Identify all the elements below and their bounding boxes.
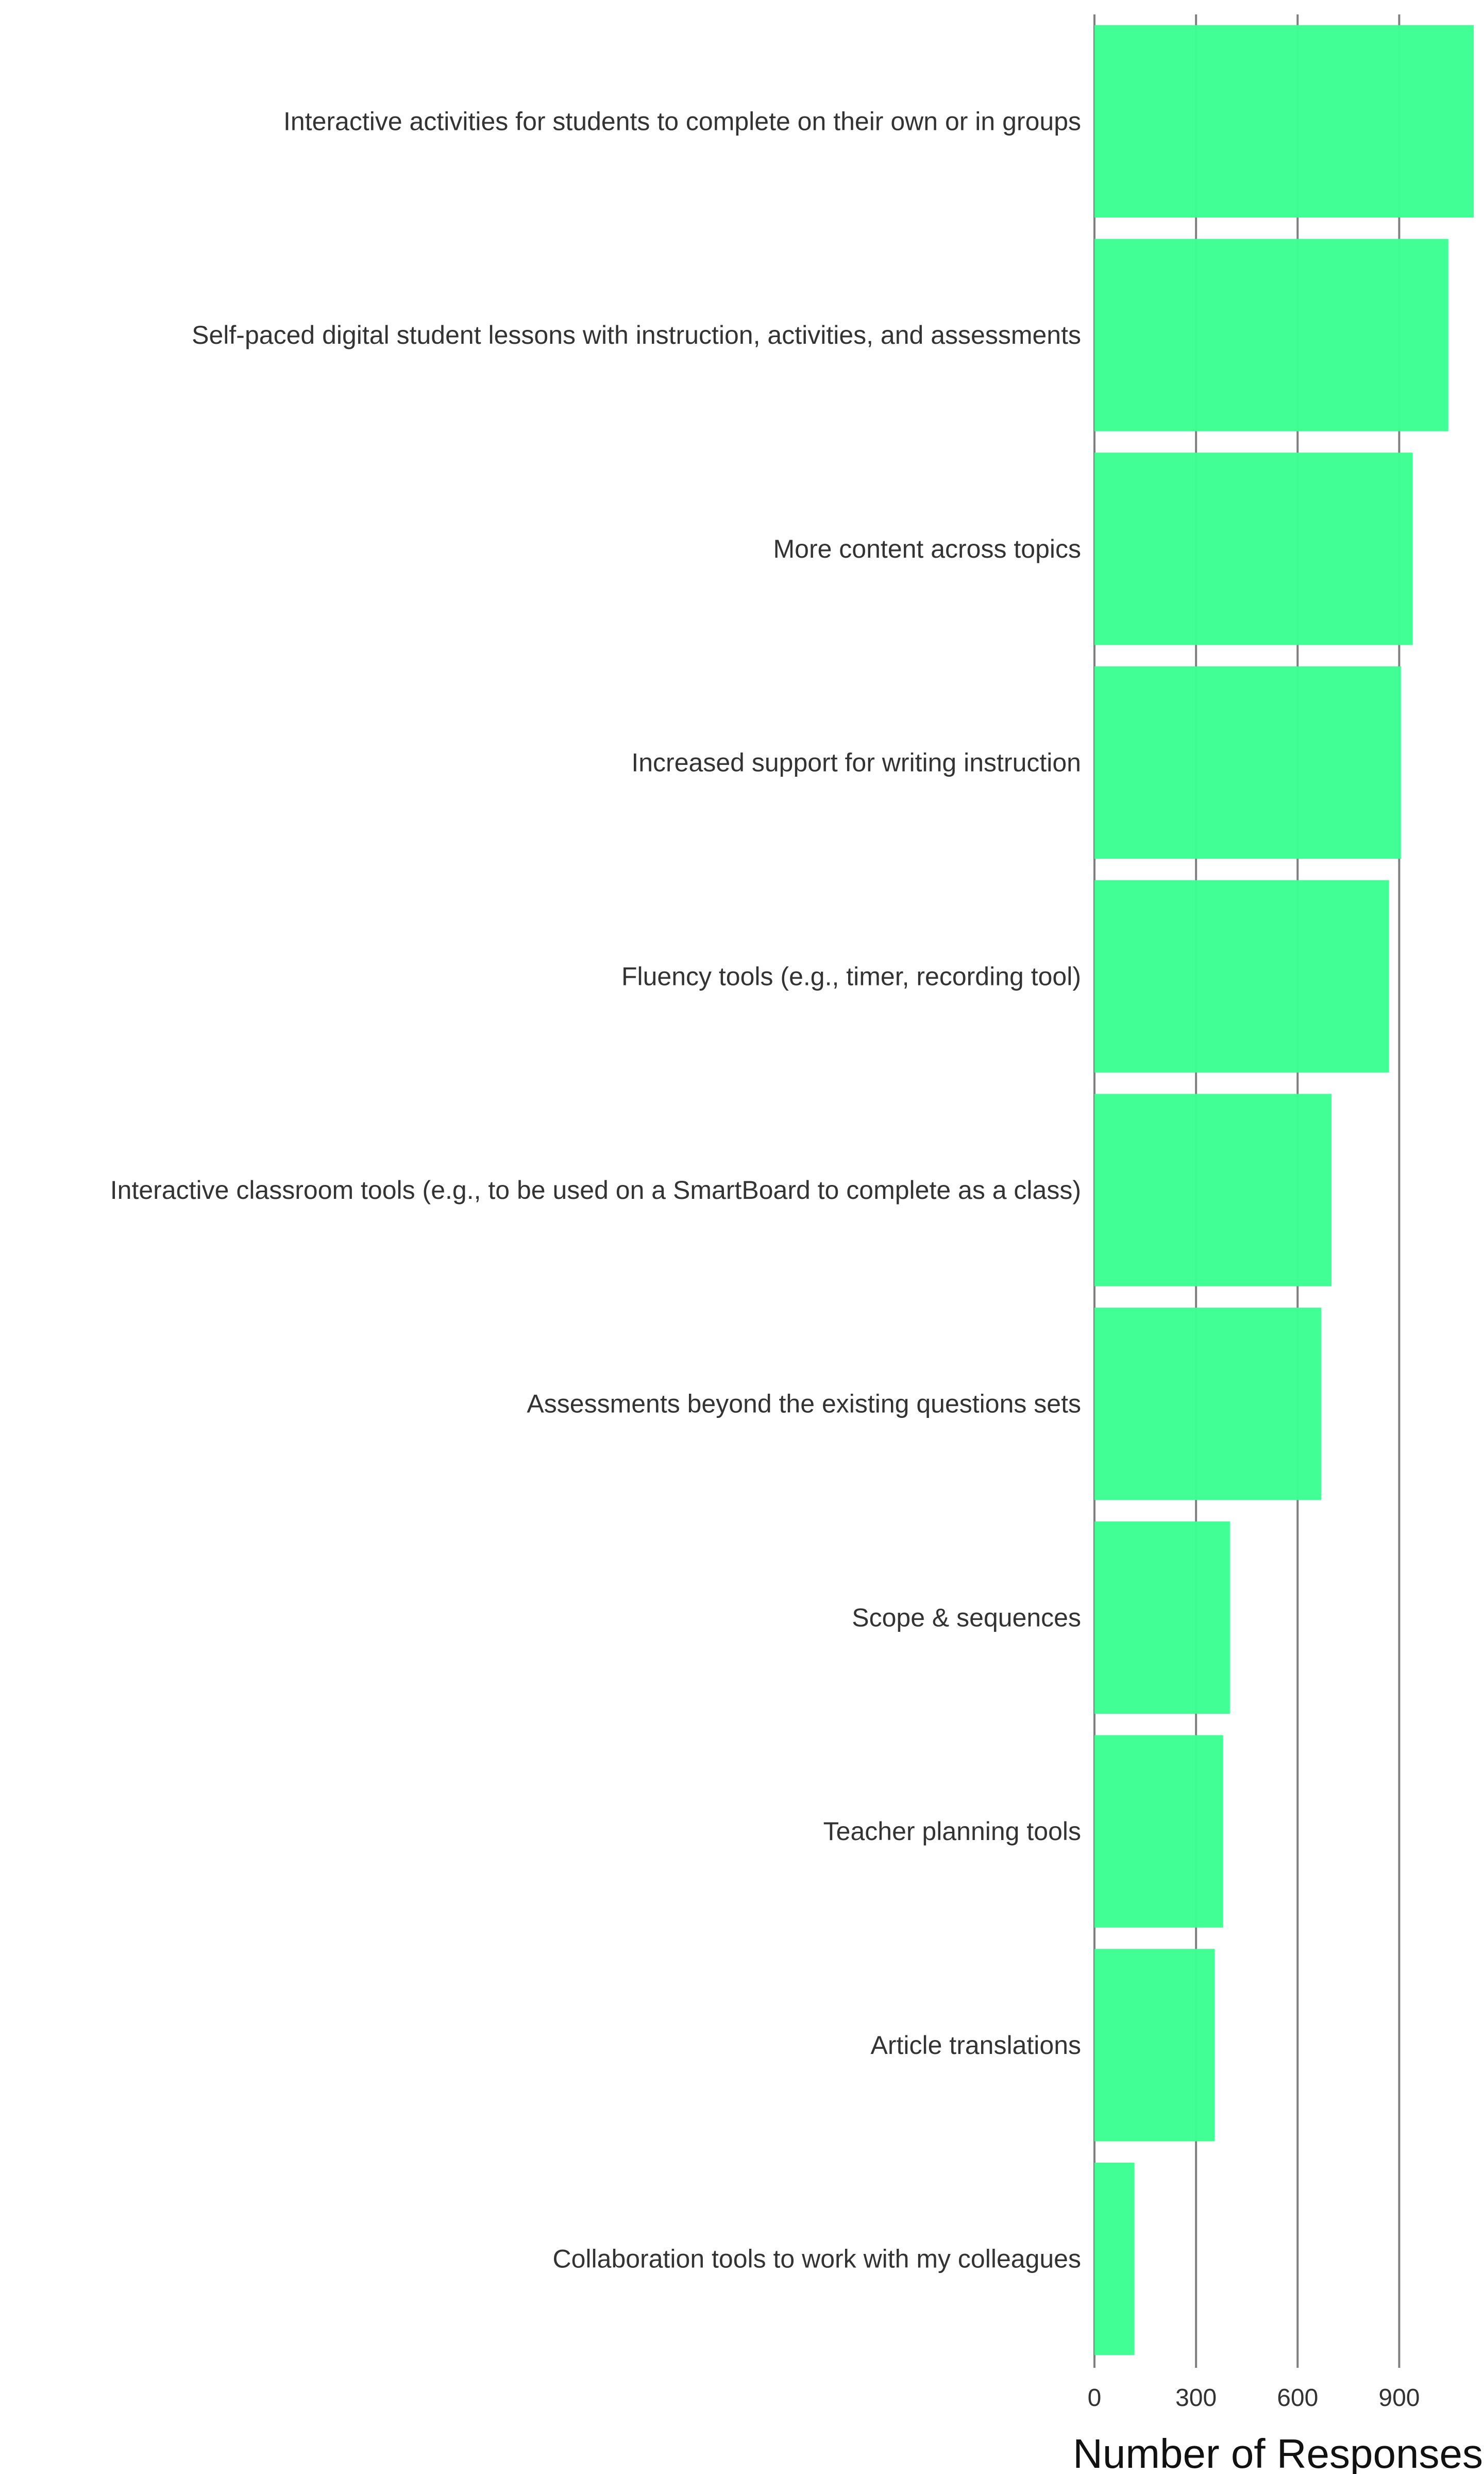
x-tick-label: 0: [1088, 2384, 1102, 2412]
category-label: Self-paced digital student lessons with …: [192, 321, 1081, 349]
x-tick-labels: 0 300 600 900: [1088, 2384, 1420, 2412]
x-tick-label: 600: [1277, 2384, 1318, 2412]
category-label: Article translations: [871, 2031, 1082, 2060]
bar: [1094, 666, 1401, 859]
bar: [1094, 1949, 1215, 2142]
bar: [1094, 880, 1389, 1073]
bar: [1094, 1094, 1331, 1286]
x-tick-label: 300: [1175, 2384, 1217, 2412]
x-tick-label: 900: [1378, 2384, 1420, 2412]
category-label: Increased support for writing instructio…: [631, 748, 1081, 777]
bar: [1094, 239, 1448, 431]
bar: [1094, 1735, 1223, 1928]
category-label: Collaboration tools to work with my coll…: [553, 2245, 1082, 2274]
category-label: Assessments beyond the existing question…: [527, 1390, 1081, 1418]
bar: [1094, 1308, 1322, 1500]
category-labels: Interactive activities for students to c…: [110, 107, 1081, 2273]
category-label: Fluency tools (e.g., timer, recording to…: [621, 962, 1081, 991]
category-label: Scope & sequences: [852, 1603, 1081, 1632]
category-label: More content across topics: [773, 534, 1082, 563]
bar: [1094, 1521, 1230, 1714]
category-label: Teacher planning tools: [823, 1817, 1081, 1846]
category-label: Interactive classroom tools (e.g., to be…: [110, 1176, 1081, 1205]
bars: [1094, 25, 1474, 2355]
category-label: Interactive activities for students to c…: [283, 107, 1081, 136]
bar: [1094, 2163, 1135, 2355]
x-axis-title: Number of Responses: [1073, 2431, 1483, 2474]
bar: [1094, 25, 1474, 218]
bar: [1094, 453, 1413, 645]
